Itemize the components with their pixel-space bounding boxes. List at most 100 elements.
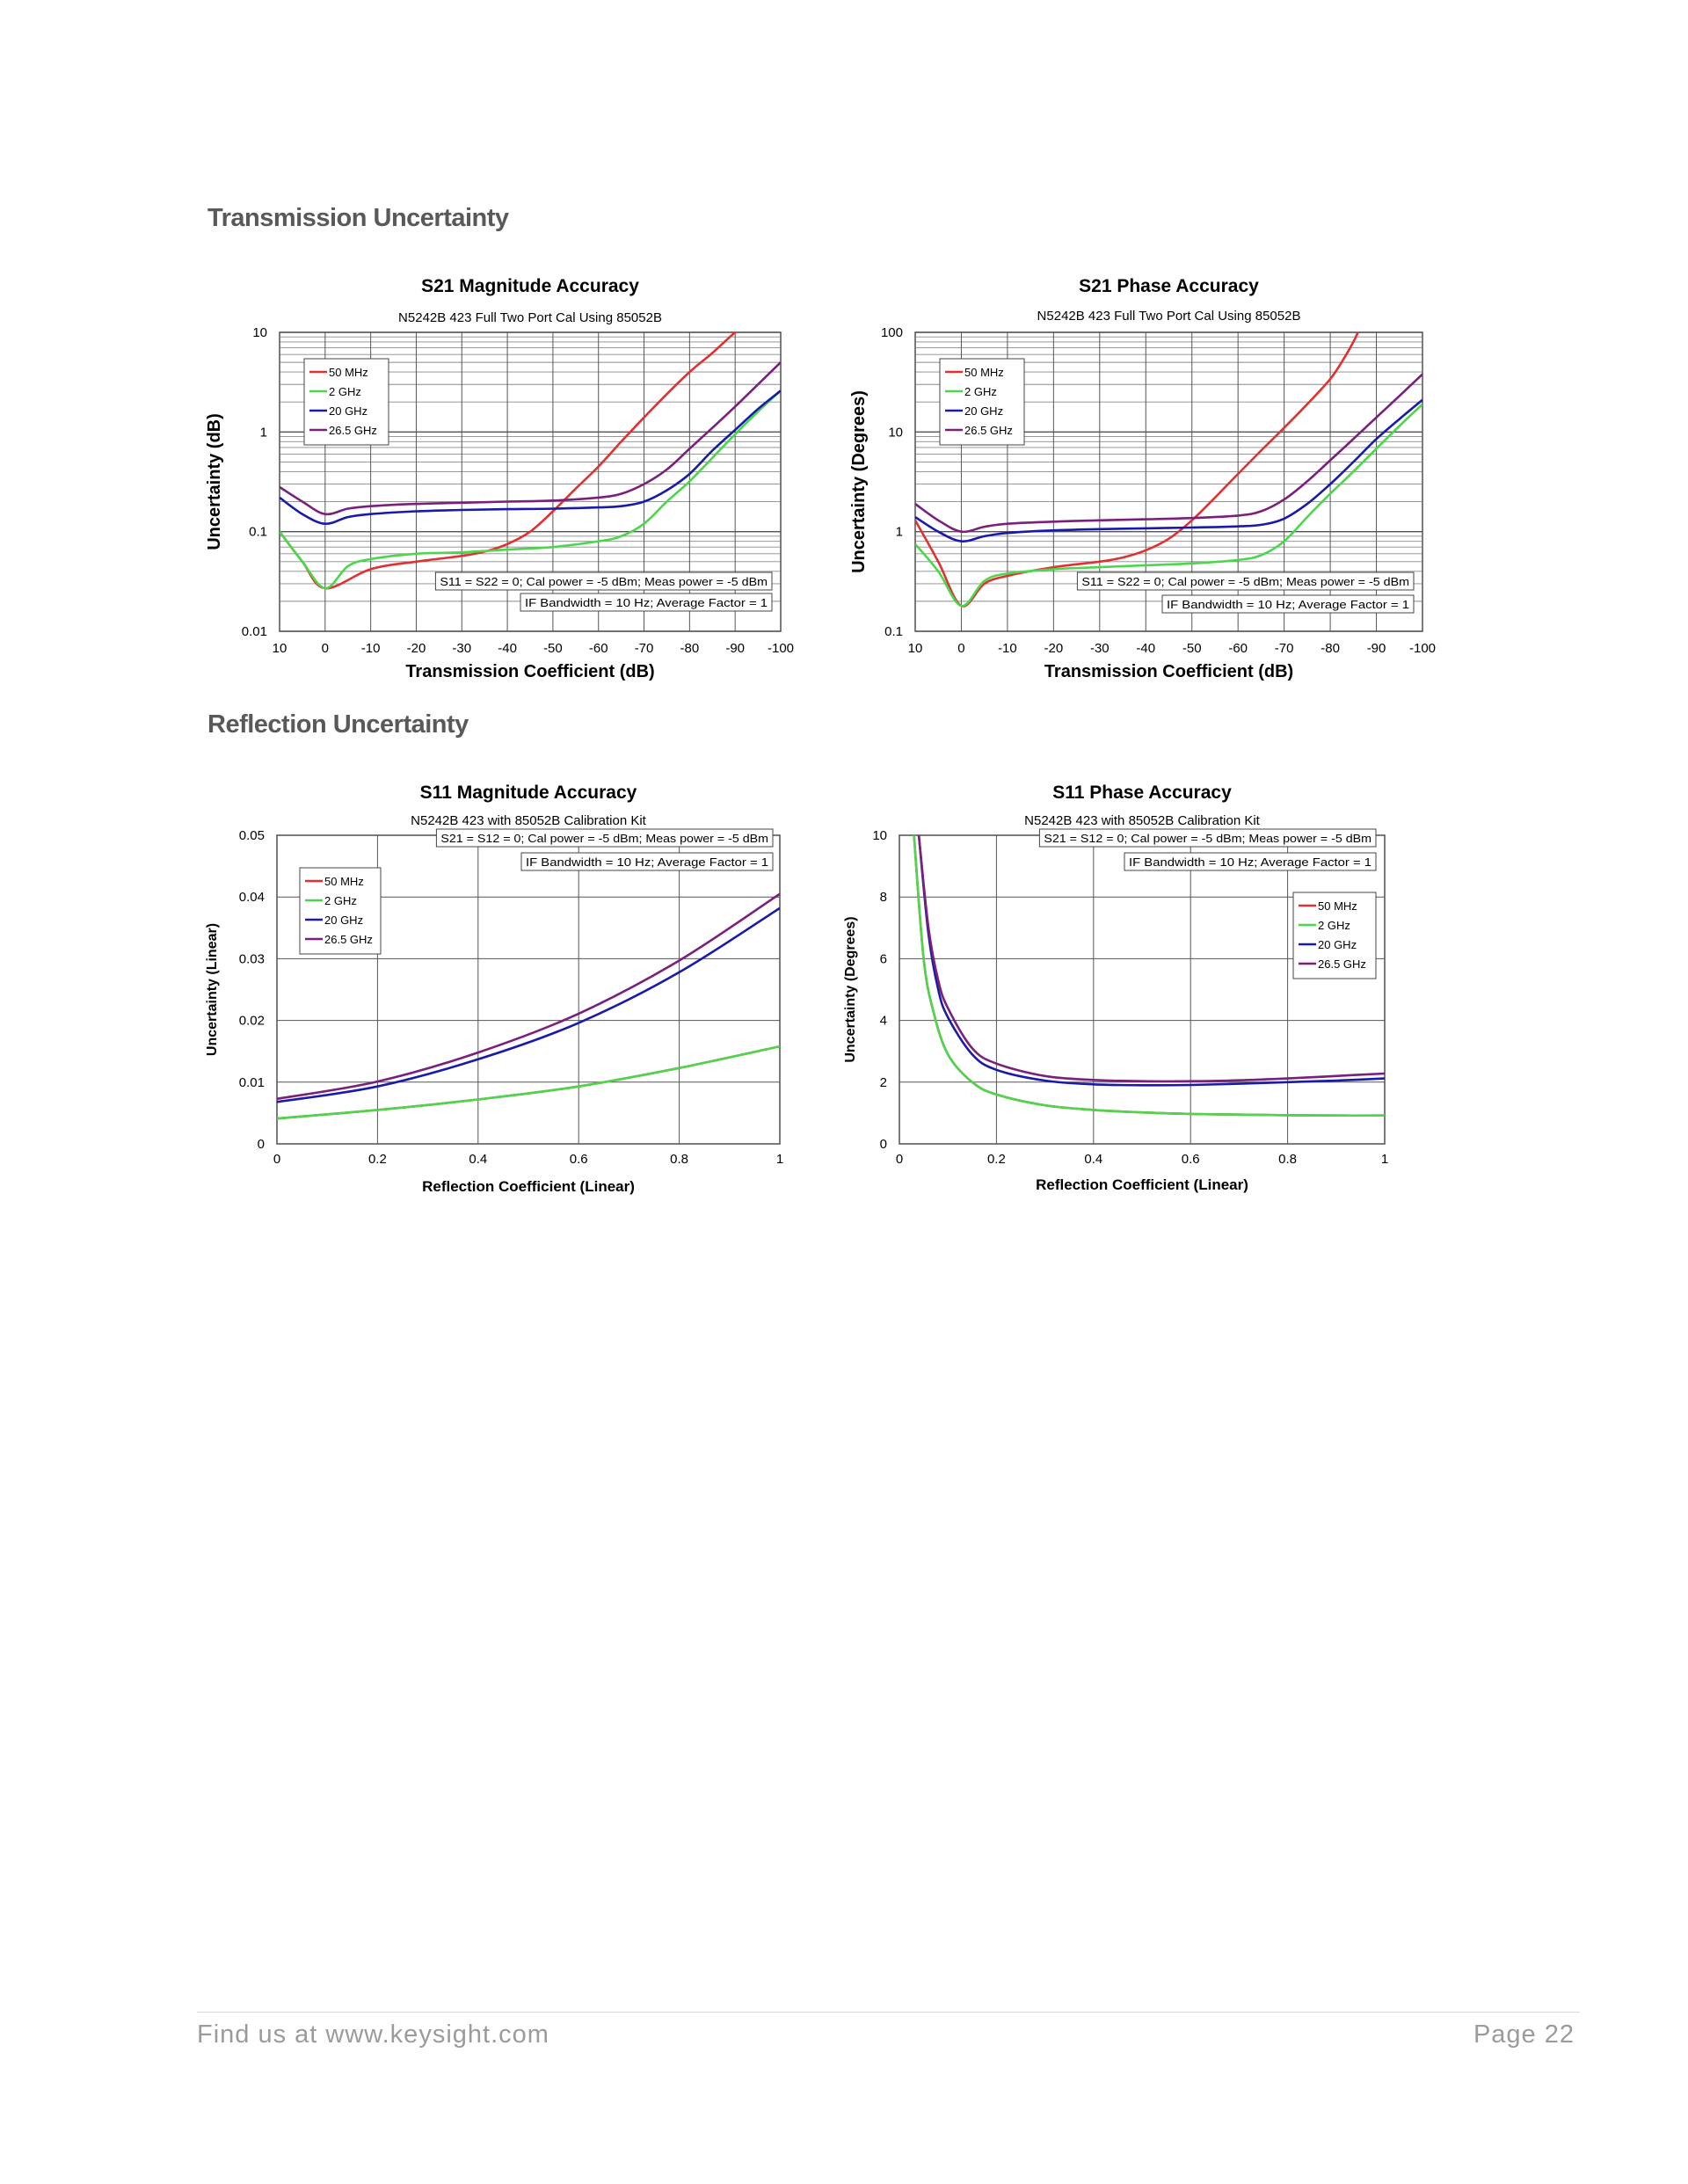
series-line xyxy=(915,403,1422,608)
x-tick-label: -70 xyxy=(1275,641,1294,656)
y-tick-label: 0.01 xyxy=(239,1075,265,1090)
chart-title: S21 Phase Accuracy xyxy=(1079,276,1259,296)
annotation-text: IF Bandwidth = 10 Hz; Average Factor = 1 xyxy=(1167,598,1409,611)
x-tick-label: -100 xyxy=(1409,641,1436,656)
annotation-box xyxy=(1038,828,1377,848)
chart-title: S21 Magnitude Accuracy xyxy=(421,276,639,296)
x-tick-label: 0.8 xyxy=(670,1152,688,1167)
legend-label: 26.5 GHz xyxy=(329,424,377,437)
x-tick-label: -30 xyxy=(452,641,471,656)
x-tick-label: 0.2 xyxy=(368,1152,387,1167)
y-tick-label: 0.02 xyxy=(239,1014,265,1029)
y-tick-label: 10 xyxy=(888,425,903,440)
annotation-text: S11 = S22 = 0; Cal power = -5 dBm; Meas … xyxy=(440,575,768,588)
series-line xyxy=(280,389,781,590)
y-tick-label: 6 xyxy=(880,951,887,966)
x-axis-label: Transmission Coefficient (dB) xyxy=(405,662,654,681)
x-tick-label: 1 xyxy=(776,1152,783,1167)
y-tick-label: 100 xyxy=(881,325,903,340)
legend-label: 2 GHz xyxy=(324,894,357,907)
series-line xyxy=(280,361,781,516)
legend-box xyxy=(1292,892,1377,979)
y-tick-label: 8 xyxy=(880,890,887,905)
y-tick-label: 0.05 xyxy=(239,828,265,843)
annotation-text: IF Bandwidth = 10 Hz; Average Factor = 1 xyxy=(526,855,768,869)
y-tick-label: 0.03 xyxy=(239,951,265,966)
legend-label: 2 GHz xyxy=(329,385,361,398)
chart-subtitle: N5242B 423 with 85052B Calibration Kit xyxy=(1024,813,1261,828)
grid xyxy=(914,332,1423,632)
series-line xyxy=(280,332,738,590)
x-tick-label: 0.6 xyxy=(570,1152,588,1167)
x-tick-label: -90 xyxy=(1367,641,1386,656)
annotation-text: S11 = S22 = 0; Cal power = -5 dBm; Meas … xyxy=(1081,575,1409,588)
x-axis-label: Reflection Coefficient (Linear) xyxy=(1036,1176,1248,1193)
x-tick-label: 0.4 xyxy=(1084,1152,1102,1167)
legend-label: 20 GHz xyxy=(964,404,1003,418)
plot-area xyxy=(279,331,782,632)
y-tick-label: 4 xyxy=(880,1014,887,1029)
series-line xyxy=(915,332,1359,608)
x-tick-label: -60 xyxy=(589,641,608,656)
series-group xyxy=(915,332,1422,608)
chart-title: S11 Magnitude Accuracy xyxy=(420,783,637,803)
x-tick-label: 0 xyxy=(273,1152,280,1167)
x-tick-label: -40 xyxy=(498,641,517,656)
y-tick-label: 0 xyxy=(258,1137,265,1152)
legend-label: 20 GHz xyxy=(324,914,363,927)
series-line xyxy=(913,835,1385,1117)
annotation-box xyxy=(1124,852,1377,871)
annotation-text: IF Bandwidth = 10 Hz; Average Factor = 1 xyxy=(1129,855,1372,869)
series-line xyxy=(915,373,1422,534)
y-tick-label: 10 xyxy=(872,828,887,843)
y-tick-label: 1 xyxy=(896,525,903,540)
legend-label: 50 MHz xyxy=(1318,899,1357,913)
chart-title: S11 Phase Accuracy xyxy=(1052,783,1232,803)
x-tick-label: 0 xyxy=(957,641,964,656)
x-tick-label: 0.6 xyxy=(1182,1152,1200,1167)
annotation-text: S21 = S12 = 0; Cal power = -5 dBm; Meas … xyxy=(440,832,768,845)
y-axis-label: Uncertainty (dB) xyxy=(205,413,224,550)
plot-area xyxy=(899,834,1386,1145)
grid xyxy=(276,834,781,1145)
x-tick-label: 0 xyxy=(896,1152,903,1167)
x-tick-label: -10 xyxy=(998,641,1017,656)
x-tick-label: -30 xyxy=(1090,641,1110,656)
series-line xyxy=(277,1045,780,1120)
plot-area xyxy=(914,331,1423,632)
legend-label: 50 MHz xyxy=(324,875,364,888)
series-line xyxy=(917,835,1385,1083)
x-tick-label: 1 xyxy=(1381,1152,1388,1167)
x-tick-label: -50 xyxy=(543,641,563,656)
y-tick-label: 10 xyxy=(252,325,267,340)
y-tick-label: 2 xyxy=(880,1075,887,1090)
y-tick-label: 0.04 xyxy=(239,890,265,905)
annotation-box xyxy=(434,571,773,591)
legend-box xyxy=(303,358,389,446)
annotation-box xyxy=(1076,571,1415,591)
legend-label: 20 GHz xyxy=(329,404,367,418)
y-axis-label: Uncertainty (Degrees) xyxy=(849,390,869,573)
x-tick-label: -60 xyxy=(1228,641,1248,656)
footer-website-text: Find us at www.keysight.com xyxy=(197,2020,549,2049)
y-tick-label: 1 xyxy=(260,425,267,440)
x-tick-label: 0.4 xyxy=(469,1152,487,1167)
reflection-section-title: Reflection Uncertainty xyxy=(207,710,469,739)
x-tick-label: -90 xyxy=(725,641,745,656)
series-line xyxy=(280,389,781,526)
series-group xyxy=(280,332,781,590)
annotation-box xyxy=(520,593,773,612)
legend-label: 26.5 GHz xyxy=(324,933,373,946)
chart-subtitle: N5242B 423 Full Two Port Cal Using 85052… xyxy=(1037,309,1301,324)
legend-label: 26.5 GHz xyxy=(1318,957,1366,971)
y-axis-label: Uncertainty (Linear) xyxy=(205,923,220,1056)
grid xyxy=(279,332,782,632)
annotation-box xyxy=(435,828,774,848)
grid xyxy=(899,834,1386,1145)
y-tick-label: 0.01 xyxy=(242,624,267,639)
y-tick-label: 0 xyxy=(880,1137,887,1152)
